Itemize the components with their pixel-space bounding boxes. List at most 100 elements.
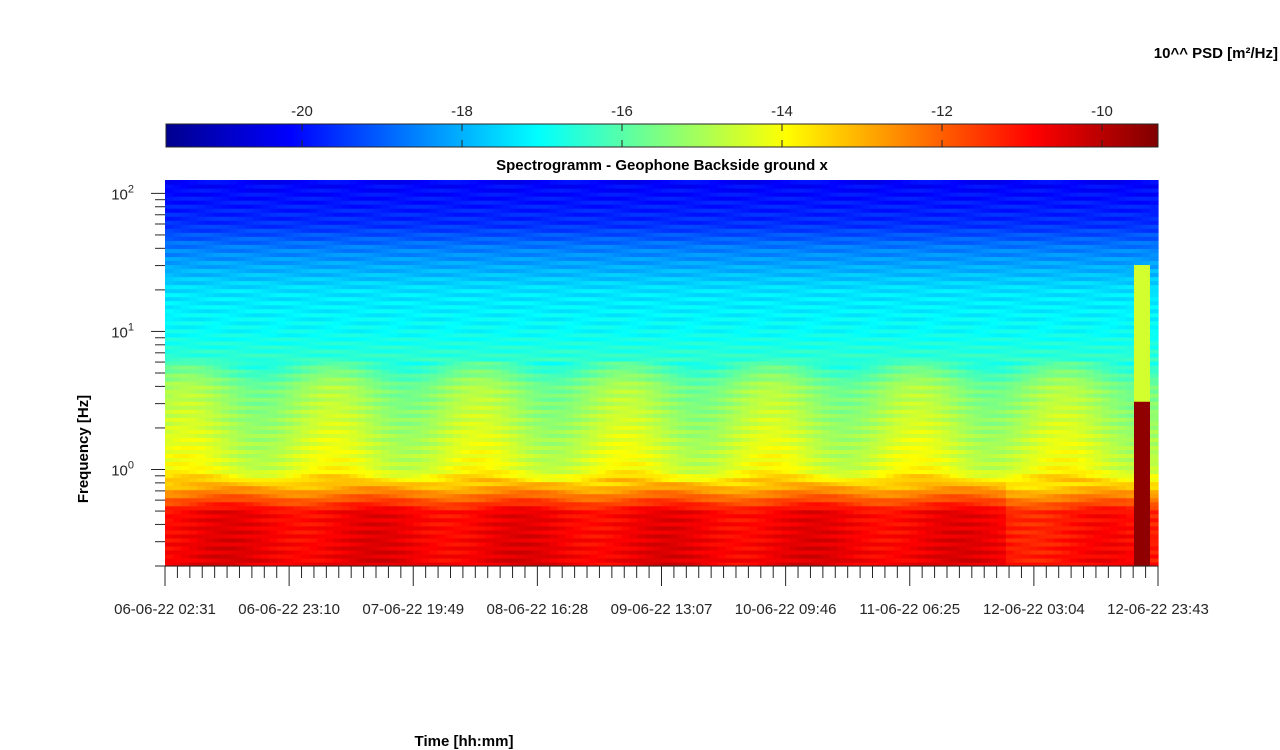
spectrogram-cell [181,180,190,185]
spectrogram-cell [549,184,558,189]
spectrogram-cell [413,561,422,567]
spectrogram-cell [181,268,190,274]
spectrogram-cell [429,220,438,225]
spectrogram-cell [517,493,526,499]
spectrogram-cell [477,557,486,563]
spectrogram-cell [453,485,462,491]
spectrogram-cell [541,401,550,406]
spectrogram-cell [181,264,190,270]
spectrogram-cell [533,525,542,531]
spectrogram-cell [365,344,374,350]
spectrogram-cell [309,308,318,314]
spectrogram-cell [461,461,470,467]
spectrogram-cell [413,497,422,503]
spectrogram-cell [389,308,398,314]
spectrogram-cell [205,445,214,450]
spectrogram-cell [397,433,406,438]
spectrogram-cell [189,377,198,382]
spectrogram-cell [381,240,390,245]
spectrogram-cell [525,413,534,418]
spectrogram-cell [373,204,382,209]
spectrogram-cell [445,348,454,354]
spectrogram-cell [557,268,567,274]
spectrogram-cell [429,324,438,330]
spectrogram-cell [429,280,438,286]
spectrogram-cell [181,377,190,382]
spectrogram-cell [365,244,374,249]
spectrogram-cell [501,441,510,446]
spectrogram-cell [253,429,262,434]
spectrogram-cell [285,525,294,531]
spectrogram-cell [341,421,350,426]
spectrogram-cell [365,268,374,274]
spectrogram-cell [349,389,358,394]
spectrogram-cell [429,276,438,282]
spectrogram-cell [341,236,350,241]
spectrogram-cell [213,324,222,330]
spectrogram-cell [229,324,238,330]
spectrogram-cell [557,469,567,475]
spectrogram-cell [397,352,406,358]
spectrogram-cell [533,385,542,390]
spectrogram-cell [165,377,174,382]
spectrogram-cell [437,501,446,507]
spectrogram-cell [445,397,454,402]
spectrogram-cell [453,409,462,414]
spectrogram-cell [509,409,518,414]
spectrogram-cell [429,449,438,455]
spectrogram-cell [493,493,502,499]
spectrogram-cell [373,340,382,346]
spectrogram-cell [341,465,350,471]
spectrogram-cell [237,308,246,314]
spectrogram-cell [405,316,414,322]
spectrogram-cell [421,445,430,450]
spectrogram-cell [493,180,502,185]
spectrogram-cell [261,529,270,535]
spectrogram-cell [261,344,270,350]
spectrogram-cell [261,461,270,467]
spectrogram-cell [405,312,414,318]
spectrogram-cell [197,449,206,455]
spectrogram-cell [477,180,486,185]
spectrogram-cell [533,545,542,551]
spectrogram-cell [405,184,414,189]
spectrogram-cell [461,252,470,257]
spectrogram-cell [509,441,518,446]
spectrogram-cell [453,288,462,294]
spectrogram-cell [549,485,558,491]
spectrogram-cell [293,425,302,430]
spectrogram-cell [253,409,262,414]
spectrogram-cell [165,348,174,354]
spectrogram-cell [493,453,502,459]
spectrogram-cell [549,212,558,217]
spectrogram-cell [309,324,318,330]
spectrogram-cell [261,545,270,551]
spectrogram-cell [213,481,222,487]
spectrogram-cell [541,381,550,386]
spectrogram-cell [333,252,342,257]
spectrogram-cell [373,312,382,318]
spectrogram-cell [277,316,286,322]
spectrogram-cell [493,240,502,245]
spectrogram-cell [269,332,278,338]
spectrogram-cell [197,328,206,334]
spectrogram-cell [541,224,550,229]
spectrogram-cell [437,449,446,455]
spectrogram-cell [389,260,398,266]
spectrogram-cell [269,505,278,511]
spectrogram-cell [405,389,414,394]
spectrogram-cell [477,276,486,282]
spectrogram-cell [197,505,206,511]
spectrogram-cell [365,356,374,362]
spectrogram-cell [437,364,446,370]
spectrogram-cell [477,561,486,567]
spectrogram-cell [253,360,262,366]
spectrogram-cell [165,481,174,487]
spectrogram-cell [277,481,286,487]
spectrogram-cell [437,497,446,503]
spectrogram-cell [389,505,398,511]
spectrogram-cell [413,308,422,314]
spectrogram-cell [541,421,550,426]
spectrogram-cell [349,401,358,406]
spectrogram-cell [301,409,310,414]
